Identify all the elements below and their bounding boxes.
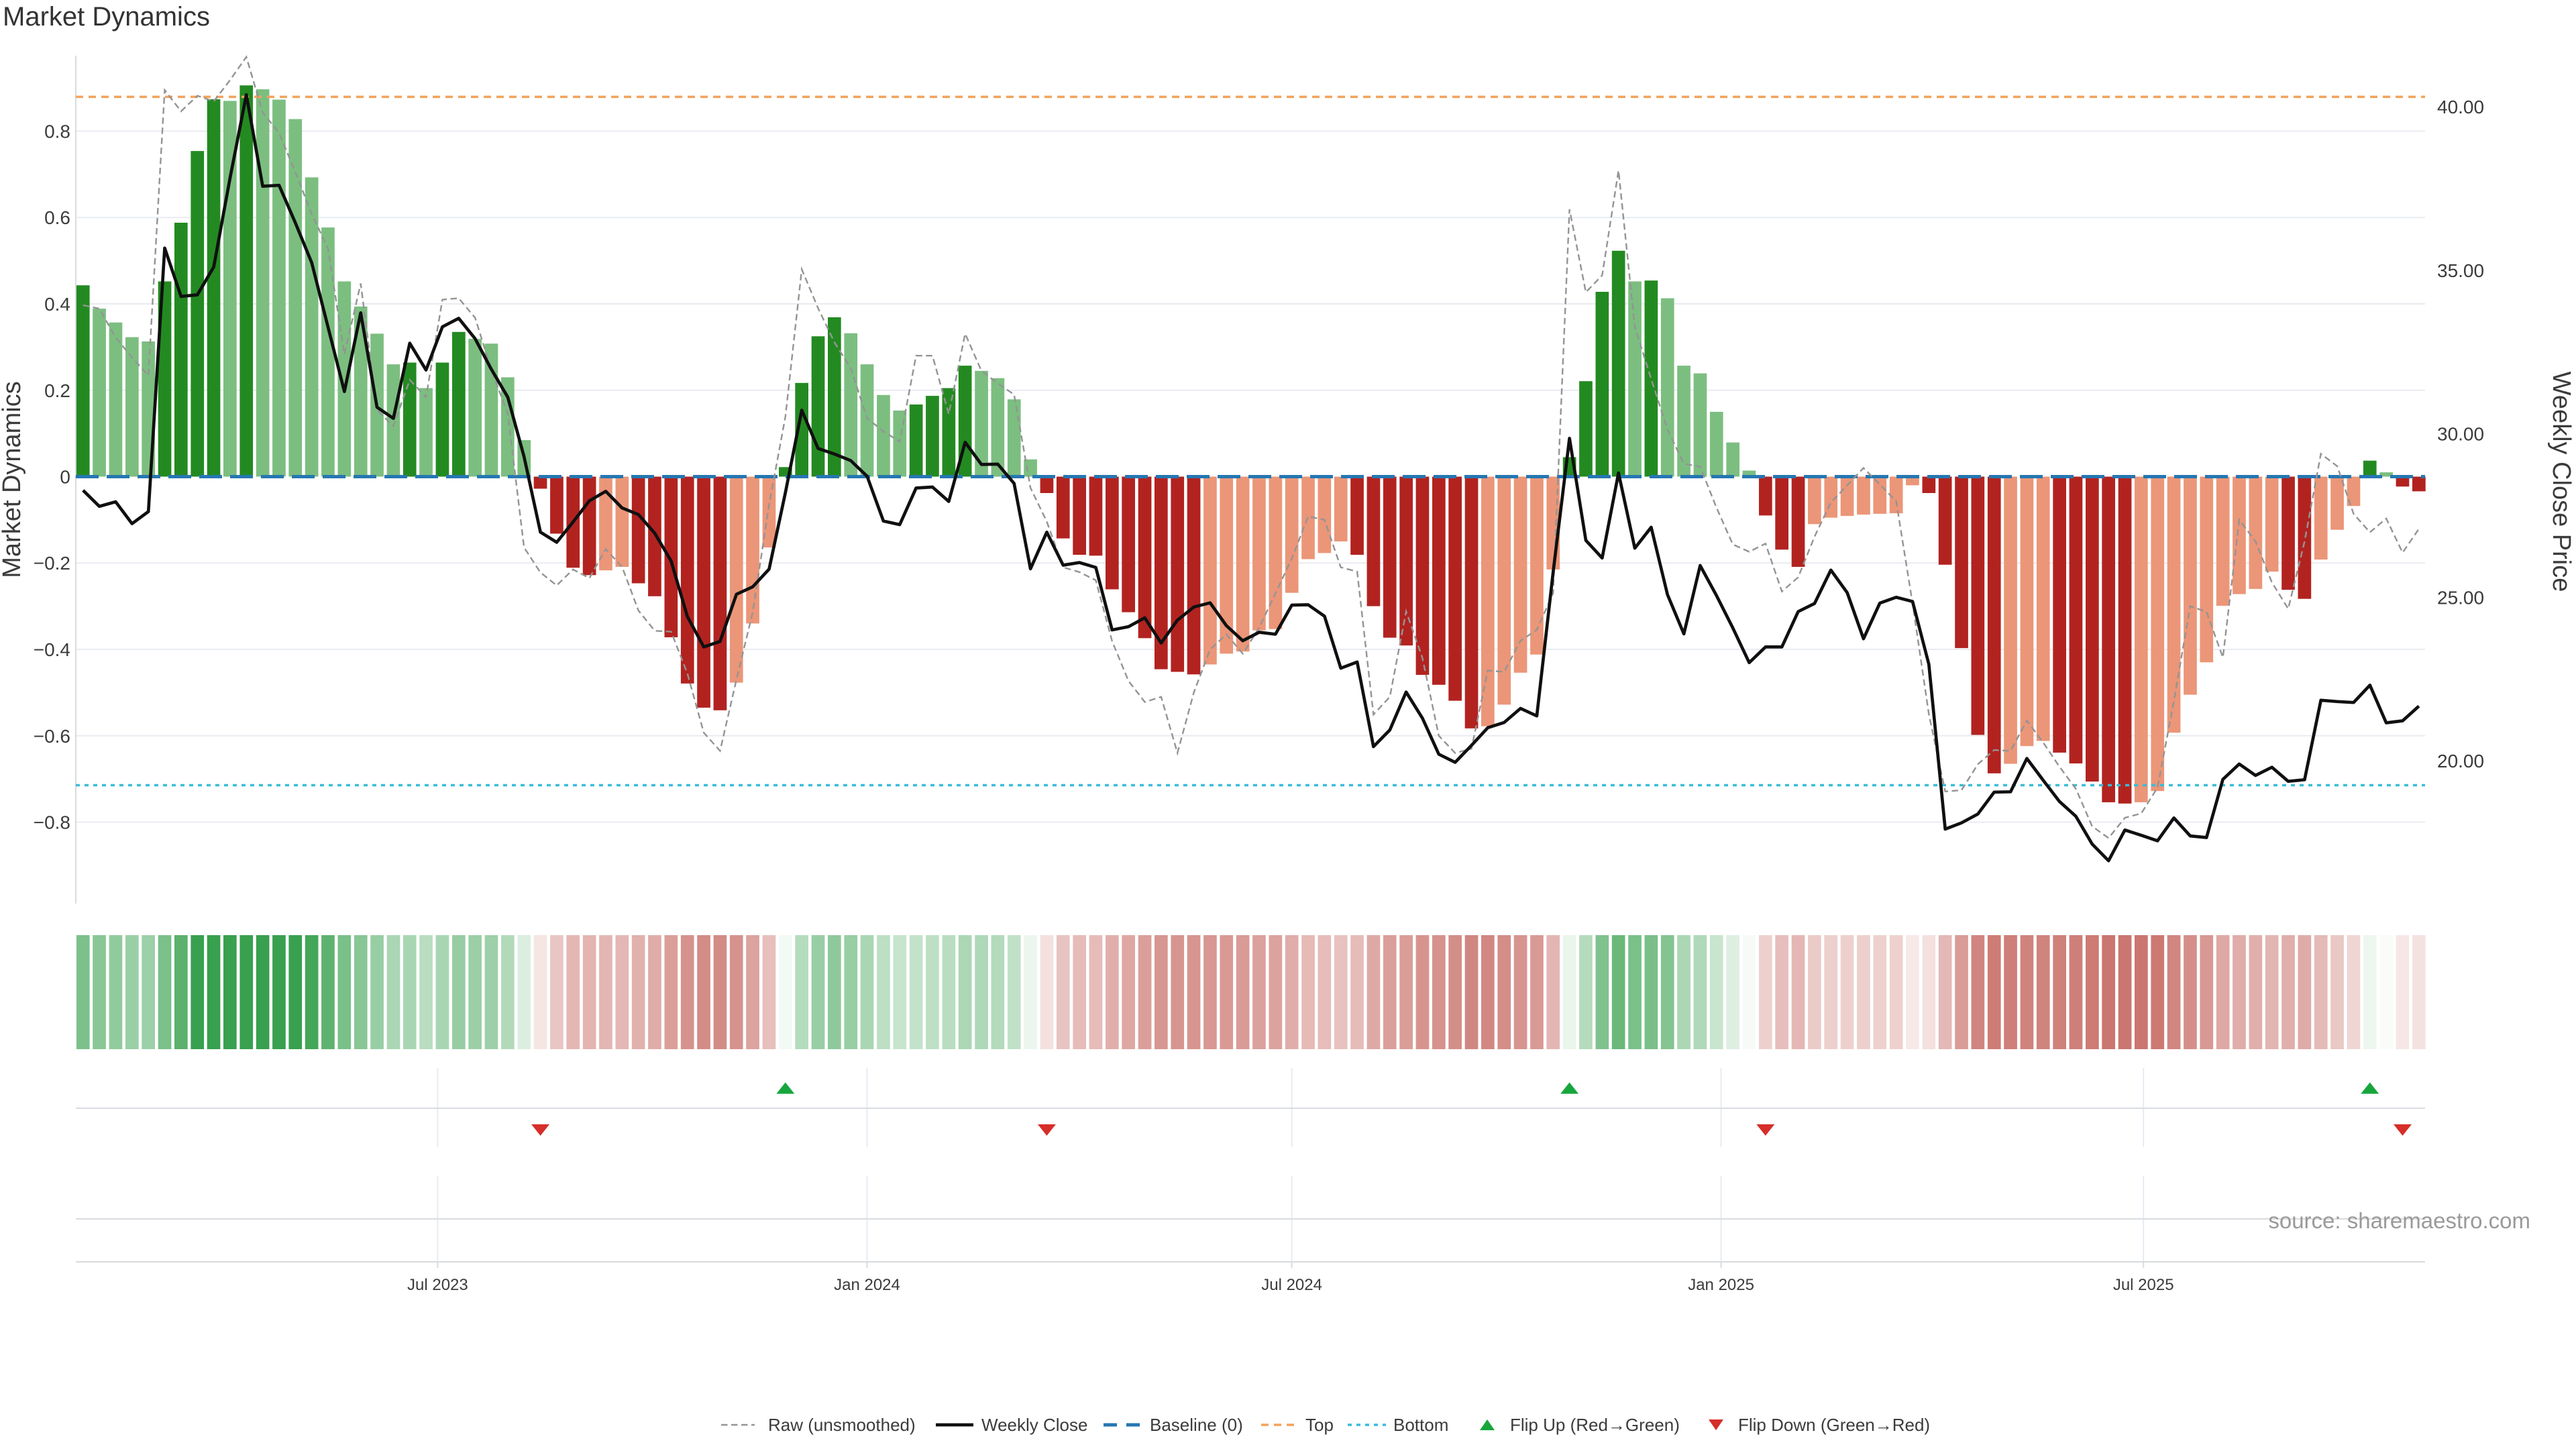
svg-text:0: 0 — [60, 467, 70, 488]
svg-text:30.00: 30.00 — [2437, 424, 2484, 445]
svg-text:Market Dynamics: Market Dynamics — [0, 381, 26, 578]
svg-text:Top: Top — [1305, 1415, 1334, 1435]
svg-text:0.6: 0.6 — [44, 207, 70, 228]
svg-text:Jul 2024: Jul 2024 — [1261, 1276, 1322, 1294]
svg-text:Jul 2025: Jul 2025 — [2113, 1276, 2174, 1294]
svg-text:Weekly Close: Weekly Close — [981, 1415, 1087, 1435]
svg-text:−0.2: −0.2 — [34, 553, 70, 574]
svg-text:Jan 2024: Jan 2024 — [834, 1276, 900, 1294]
svg-text:−0.4: −0.4 — [34, 639, 70, 660]
svg-text:Jul 2023: Jul 2023 — [407, 1276, 468, 1294]
svg-text:Weekly Close Price: Weekly Close Price — [2547, 372, 2575, 592]
svg-text:Bottom: Bottom — [1393, 1415, 1448, 1435]
svg-text:35.00: 35.00 — [2437, 260, 2484, 281]
svg-text:20.00: 20.00 — [2437, 751, 2484, 771]
svg-text:Jan 2025: Jan 2025 — [1688, 1276, 1754, 1294]
svg-text:Raw (unsmoothed): Raw (unsmoothed) — [768, 1415, 916, 1435]
svg-text:0.8: 0.8 — [44, 121, 70, 142]
svg-text:25.00: 25.00 — [2437, 587, 2484, 608]
svg-text:0.2: 0.2 — [44, 380, 70, 401]
svg-text:source: sharemaestro.com: source: sharemaestro.com — [2268, 1208, 2530, 1233]
svg-text:Flip Up (Red→Green): Flip Up (Red→Green) — [1510, 1415, 1680, 1435]
svg-text:Flip Down (Green→Red): Flip Down (Green→Red) — [1738, 1415, 1930, 1435]
svg-text:−0.8: −0.8 — [34, 812, 70, 833]
svg-text:40.00: 40.00 — [2437, 97, 2484, 117]
svg-text:Baseline (0): Baseline (0) — [1150, 1415, 1243, 1435]
svg-text:0.4: 0.4 — [44, 294, 70, 315]
svg-text:−0.6: −0.6 — [34, 726, 70, 747]
svg-text:Market Dynamics: Market Dynamics — [3, 2, 210, 32]
